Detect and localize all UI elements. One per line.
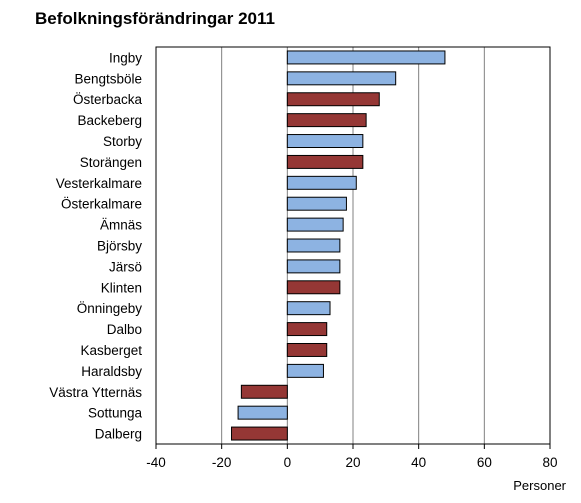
bar-8 xyxy=(286,217,344,232)
labels-layer: Ingby Bengtsböle Österbacka Backeberg Storby… xyxy=(49,50,142,441)
bar-10 xyxy=(286,259,341,274)
x-tick-label-4: 40 xyxy=(411,455,426,470)
category-label-15: Haraldsby xyxy=(81,364,142,379)
bar-11 xyxy=(286,280,341,295)
bar-2 xyxy=(286,92,380,107)
bar-1 xyxy=(286,71,397,86)
x-axis-title: Personer xyxy=(513,478,566,493)
category-label-12: Önningeby xyxy=(77,301,143,316)
bar-6 xyxy=(286,175,357,190)
category-label-10: Järsö xyxy=(109,259,142,274)
category-label-5: Storängen xyxy=(80,155,142,170)
category-label-13: Dalbo xyxy=(107,322,142,337)
category-label-4: Storby xyxy=(103,134,142,149)
bar-17 xyxy=(237,405,288,420)
grid-layer xyxy=(221,47,485,444)
bar-7 xyxy=(286,196,347,211)
bar-14 xyxy=(286,342,328,357)
x-tick-label-6: 80 xyxy=(542,455,557,470)
bars-layer xyxy=(231,50,446,441)
x-tick-label-1: -20 xyxy=(212,455,232,470)
chart-title: Befolkningsförändringar 2011 xyxy=(35,9,275,28)
bar-9 xyxy=(286,238,341,253)
x-tick-label-0: -40 xyxy=(146,455,166,470)
category-label-14: Kasberget xyxy=(80,343,142,358)
category-label-8: Ämnäs xyxy=(100,218,142,233)
category-label-7: Österkalmare xyxy=(61,197,142,212)
bar-12 xyxy=(286,301,331,316)
bar-18 xyxy=(231,426,288,441)
category-label-3: Backeberg xyxy=(77,113,142,128)
x-tick-label-2: 0 xyxy=(284,455,292,470)
category-label-0: Ingby xyxy=(109,50,142,65)
bar-0 xyxy=(286,50,446,65)
category-label-1: Bengtsböle xyxy=(74,71,142,86)
x-tick-label-3: 20 xyxy=(345,455,360,470)
category-label-2: Österbacka xyxy=(73,92,143,107)
category-label-6: Vesterkalmare xyxy=(56,176,142,191)
bar-15 xyxy=(286,363,324,378)
category-label-16: Västra Ytternäs xyxy=(49,385,142,400)
category-label-11: Klinten xyxy=(101,280,142,295)
x-tick-label-5: 60 xyxy=(477,455,492,470)
bar-16 xyxy=(240,384,288,399)
bar-4 xyxy=(286,134,364,149)
category-label-9: Björsby xyxy=(97,239,142,254)
bar-13 xyxy=(286,322,328,337)
ticks-layer: -40 -20 0 20 40 60 80 xyxy=(146,444,558,470)
bar-3 xyxy=(286,113,367,128)
category-label-17: Sottunga xyxy=(88,406,143,421)
bar-5 xyxy=(286,154,364,169)
category-label-18: Dalberg xyxy=(95,427,142,442)
